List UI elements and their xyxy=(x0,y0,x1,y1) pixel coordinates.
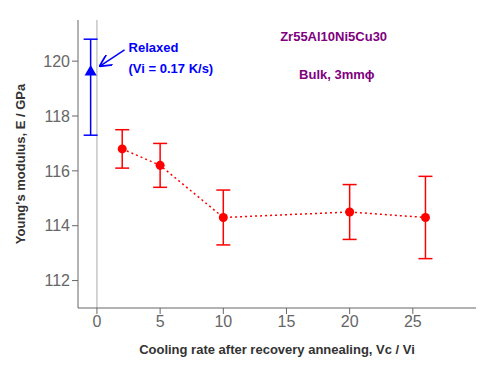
svg-text:20: 20 xyxy=(341,313,359,330)
svg-text:112: 112 xyxy=(44,272,70,289)
svg-text:Young's modulus, E / GPa: Young's modulus, E / GPa xyxy=(13,83,28,244)
svg-text:116: 116 xyxy=(44,163,70,180)
svg-text:10: 10 xyxy=(214,313,232,330)
svg-text:118: 118 xyxy=(44,108,70,125)
svg-text:0: 0 xyxy=(92,313,101,330)
svg-text:Relaxed: Relaxed xyxy=(129,40,179,55)
svg-text:Cooling rate after recovery an: Cooling rate after recovery annealing, V… xyxy=(139,342,415,357)
svg-text:15: 15 xyxy=(278,313,296,330)
svg-text:25: 25 xyxy=(404,313,422,330)
svg-text:Bulk, 3mmϕ: Bulk, 3mmϕ xyxy=(299,67,375,82)
svg-text:Zr55Al10Ni5Cu30: Zr55Al10Ni5Cu30 xyxy=(280,29,387,44)
svg-text:120: 120 xyxy=(43,53,70,70)
svg-text:5: 5 xyxy=(156,313,165,330)
svg-text:114: 114 xyxy=(44,217,70,234)
svg-text:(Vi = 0.17 K/s): (Vi = 0.17 K/s) xyxy=(129,61,214,76)
